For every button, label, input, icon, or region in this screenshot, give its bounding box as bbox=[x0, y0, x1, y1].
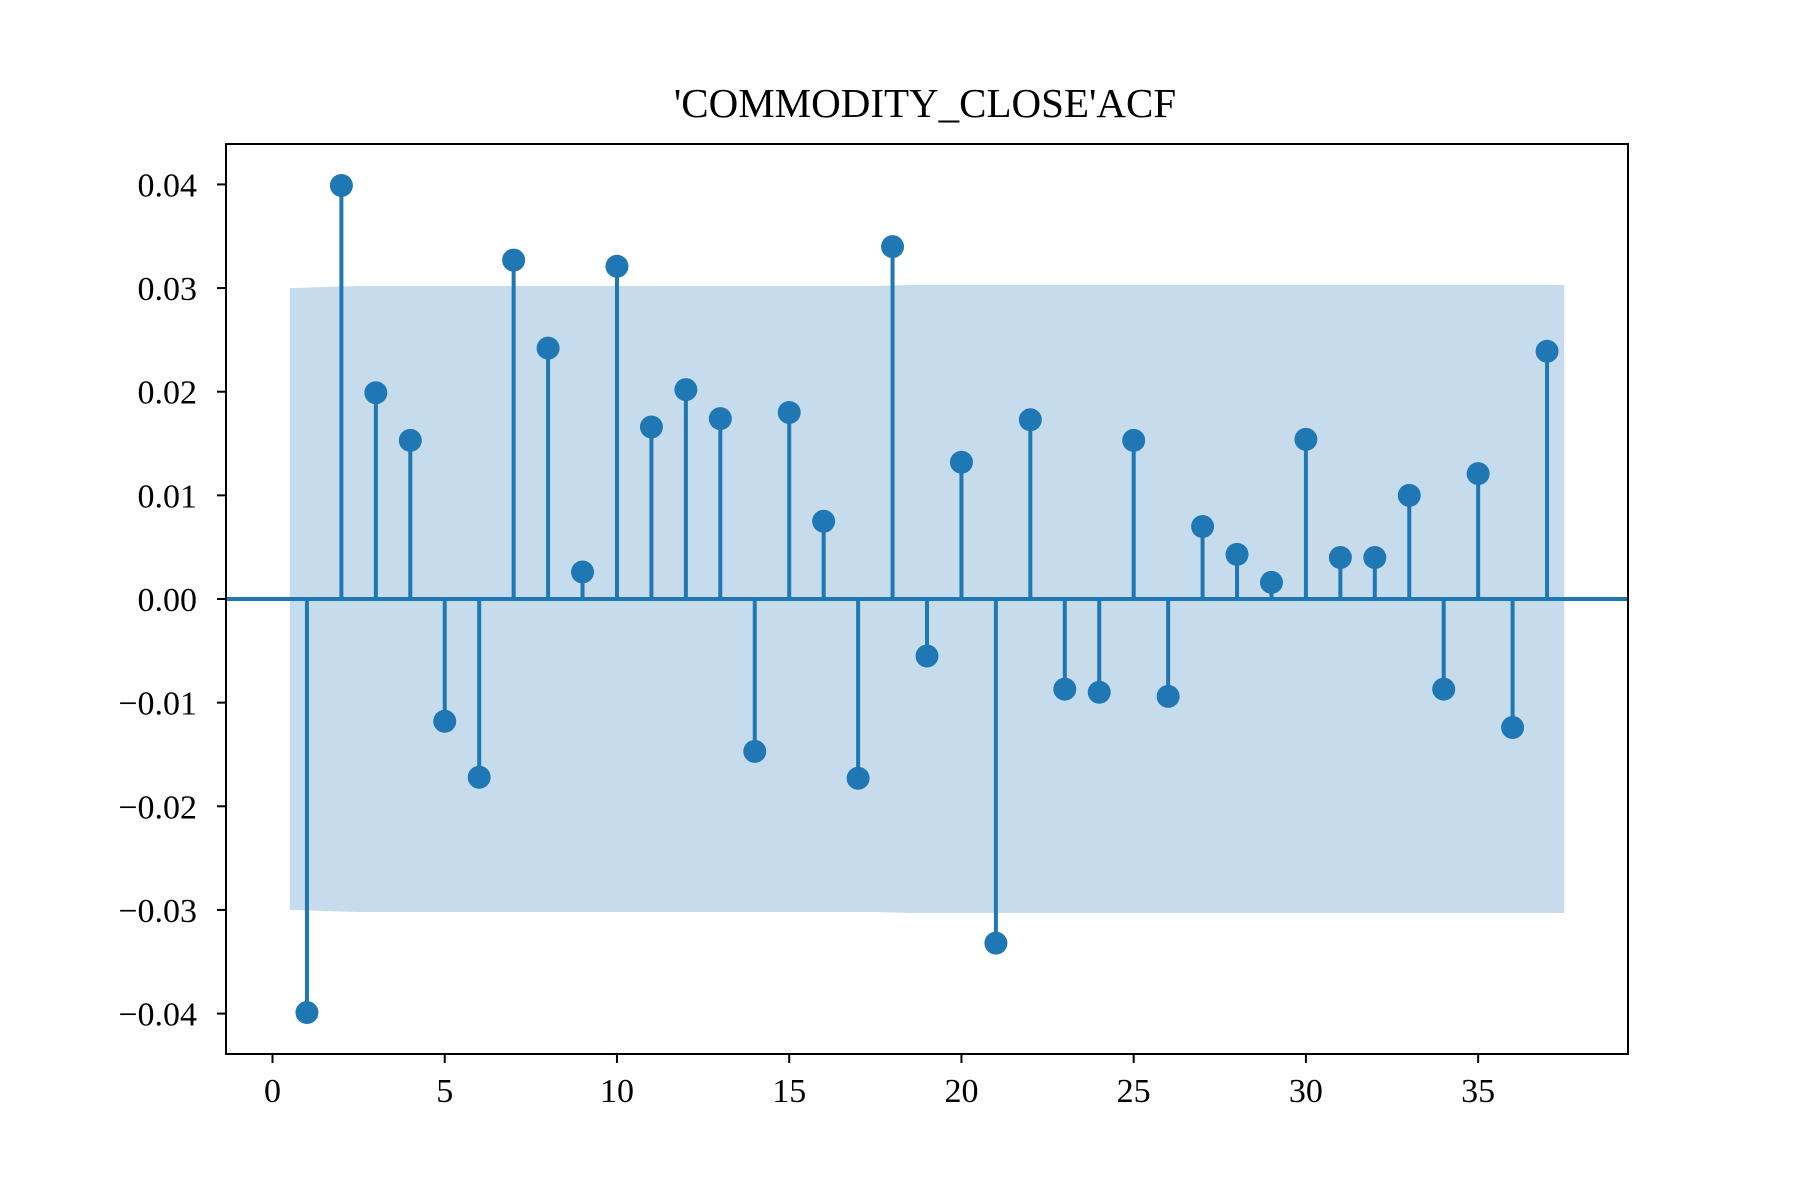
y-tick-label-2: 0.02 bbox=[138, 375, 198, 412]
marker-lag-4 bbox=[398, 428, 422, 452]
marker-lag-16 bbox=[812, 509, 836, 533]
x-tick-label-0: 0 bbox=[264, 1073, 281, 1110]
marker-lag-24 bbox=[1087, 680, 1111, 704]
y-tick-label-6: −0.02 bbox=[118, 789, 197, 826]
y-tick-label-7: −0.03 bbox=[118, 893, 197, 930]
marker-lag-27 bbox=[1191, 514, 1215, 538]
marker-lag-5 bbox=[433, 709, 457, 733]
marker-lag-37 bbox=[1535, 339, 1559, 363]
axes-layer: 0 5 10 15 20 25 30 35 0.04 0.03 0.02 0.01 0.00 −0.01 −… bbox=[118, 143, 1629, 1110]
marker-lag-25 bbox=[1122, 428, 1146, 452]
marker-lag-1 bbox=[295, 1001, 319, 1025]
y-tick-label-1: 0.03 bbox=[138, 271, 198, 308]
markers-layer bbox=[295, 173, 1559, 1025]
marker-lag-36 bbox=[1501, 716, 1525, 740]
x-tick-label-10: 10 bbox=[600, 1073, 634, 1110]
marker-lag-32 bbox=[1363, 546, 1387, 570]
marker-lag-20 bbox=[949, 450, 973, 474]
x-tick-label-25: 25 bbox=[1117, 1073, 1151, 1110]
marker-lag-9 bbox=[571, 560, 595, 584]
marker-lag-6 bbox=[467, 765, 491, 789]
marker-lag-19 bbox=[915, 644, 939, 668]
marker-lag-14 bbox=[743, 739, 767, 763]
marker-lag-22 bbox=[1018, 408, 1042, 432]
marker-lag-29 bbox=[1259, 570, 1283, 594]
marker-lag-10 bbox=[605, 254, 629, 278]
x-tick-label-5: 5 bbox=[436, 1073, 453, 1110]
x-tick-label-35: 35 bbox=[1461, 1073, 1495, 1110]
stems-layer bbox=[304, 185, 1550, 1013]
y-tick-label-8: −0.04 bbox=[118, 997, 197, 1034]
marker-lag-13 bbox=[708, 407, 732, 431]
x-tick-label-15: 15 bbox=[772, 1073, 806, 1110]
marker-lag-23 bbox=[1053, 677, 1077, 701]
x-tick-label-30: 30 bbox=[1289, 1073, 1323, 1110]
marker-lag-31 bbox=[1328, 546, 1352, 570]
marker-lag-15 bbox=[777, 400, 801, 424]
marker-lag-26 bbox=[1156, 684, 1180, 708]
y-tick-label-0: 0.04 bbox=[138, 167, 198, 204]
marker-lag-3 bbox=[364, 381, 388, 405]
marker-lag-11 bbox=[639, 415, 663, 439]
marker-lag-21 bbox=[984, 931, 1008, 955]
y-tick-label-3: 0.01 bbox=[138, 478, 198, 515]
marker-lag-34 bbox=[1432, 677, 1456, 701]
marker-lag-30 bbox=[1294, 427, 1318, 451]
chart-title: 'COMMODITY_CLOSE'ACF bbox=[674, 80, 1176, 126]
marker-lag-18 bbox=[881, 235, 905, 259]
marker-lag-28 bbox=[1225, 542, 1249, 566]
marker-lag-2 bbox=[329, 173, 353, 197]
marker-lag-17 bbox=[846, 766, 870, 790]
y-tick-label-5: −0.01 bbox=[118, 686, 197, 723]
x-tick-label-20: 20 bbox=[944, 1073, 978, 1110]
marker-lag-33 bbox=[1397, 483, 1421, 507]
marker-lag-35 bbox=[1466, 462, 1490, 486]
marker-lag-7 bbox=[502, 248, 526, 272]
y-tick-label-4: 0.00 bbox=[138, 582, 198, 619]
marker-lag-8 bbox=[536, 336, 560, 360]
marker-lag-12 bbox=[674, 378, 698, 402]
